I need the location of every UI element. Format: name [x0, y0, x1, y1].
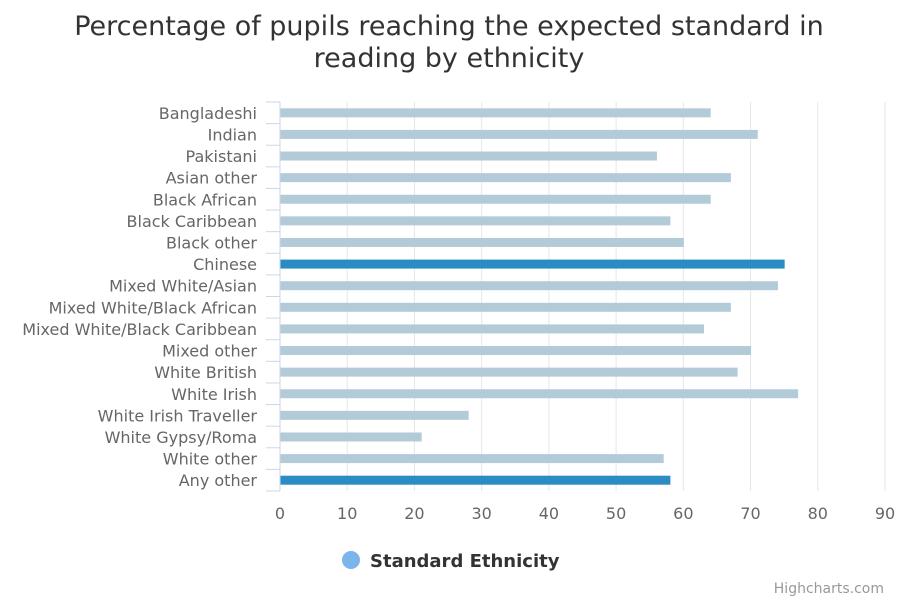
x-tick-label: 60 [673, 504, 693, 523]
bar[interactable] [280, 216, 671, 226]
grid [279, 102, 886, 491]
legend-marker[interactable] [342, 551, 360, 569]
bar[interactable] [280, 346, 752, 356]
bar[interactable] [280, 129, 758, 139]
category-label: Mixed other [162, 342, 257, 361]
x-tick-label: 20 [404, 504, 424, 523]
bar[interactable] [280, 108, 711, 118]
category-label: Pakistani [186, 147, 257, 166]
x-tick-label: 0 [275, 504, 285, 523]
category-label: Mixed White/Black African [49, 298, 257, 317]
category-label: Mixed White/Asian [109, 277, 257, 296]
bar[interactable] [280, 454, 664, 464]
x-tick-label: 10 [337, 504, 357, 523]
chart-title: Percentage of pupils reaching the expect… [74, 11, 824, 74]
bar[interactable] [280, 281, 778, 291]
category-label: White other [163, 450, 258, 469]
credits-link[interactable]: Highcharts.com [774, 581, 884, 597]
bar[interactable] [280, 410, 469, 420]
bar[interactable] [280, 475, 671, 485]
bar[interactable] [280, 237, 684, 247]
bar[interactable] [280, 194, 711, 204]
category-label: White Irish [171, 385, 257, 404]
category-label: White Gypsy/Roma [105, 428, 257, 447]
chart-title-line-1: Percentage of pupils reaching the expect… [74, 11, 824, 42]
category-label: White British [154, 363, 257, 382]
x-tick-label: 90 [875, 504, 895, 523]
x-tick-label: 30 [471, 504, 491, 523]
bar[interactable] [280, 432, 422, 442]
category-label: Asian other [166, 169, 258, 188]
category-label: White Irish Traveller [98, 406, 258, 425]
category-label: Bangladeshi [159, 104, 257, 123]
category-label: Indian [208, 125, 257, 144]
bar[interactable] [280, 367, 738, 377]
bar[interactable] [280, 259, 785, 269]
category-label: Mixed White/Black Caribbean [22, 320, 257, 339]
chart-title-line-2: reading by ethnicity [314, 43, 585, 74]
category-label: Black African [153, 190, 257, 209]
bar[interactable] [280, 302, 731, 312]
bars [280, 108, 799, 485]
legend[interactable]: Standard Ethnicity [342, 551, 560, 572]
x-tick-label: 70 [740, 504, 760, 523]
category-label: Chinese [193, 255, 257, 274]
x-tick-label: 40 [539, 504, 559, 523]
bar[interactable] [280, 151, 657, 161]
bar[interactable] [280, 173, 731, 183]
bar[interactable] [280, 389, 799, 399]
value-axis: 0 10 20 30 40 50 60 70 80 90 [275, 504, 895, 523]
legend-label[interactable]: Standard Ethnicity [370, 551, 560, 572]
x-tick-label: 80 [808, 504, 828, 523]
category-label: Black other [166, 233, 257, 252]
x-tick-label: 50 [606, 504, 626, 523]
bar[interactable] [280, 324, 705, 334]
category-label: Black Caribbean [127, 212, 257, 231]
category-axis: Bangladeshi Indian Pakistani Asian other Bla… [22, 101, 281, 492]
category-label: Any other [179, 471, 258, 490]
